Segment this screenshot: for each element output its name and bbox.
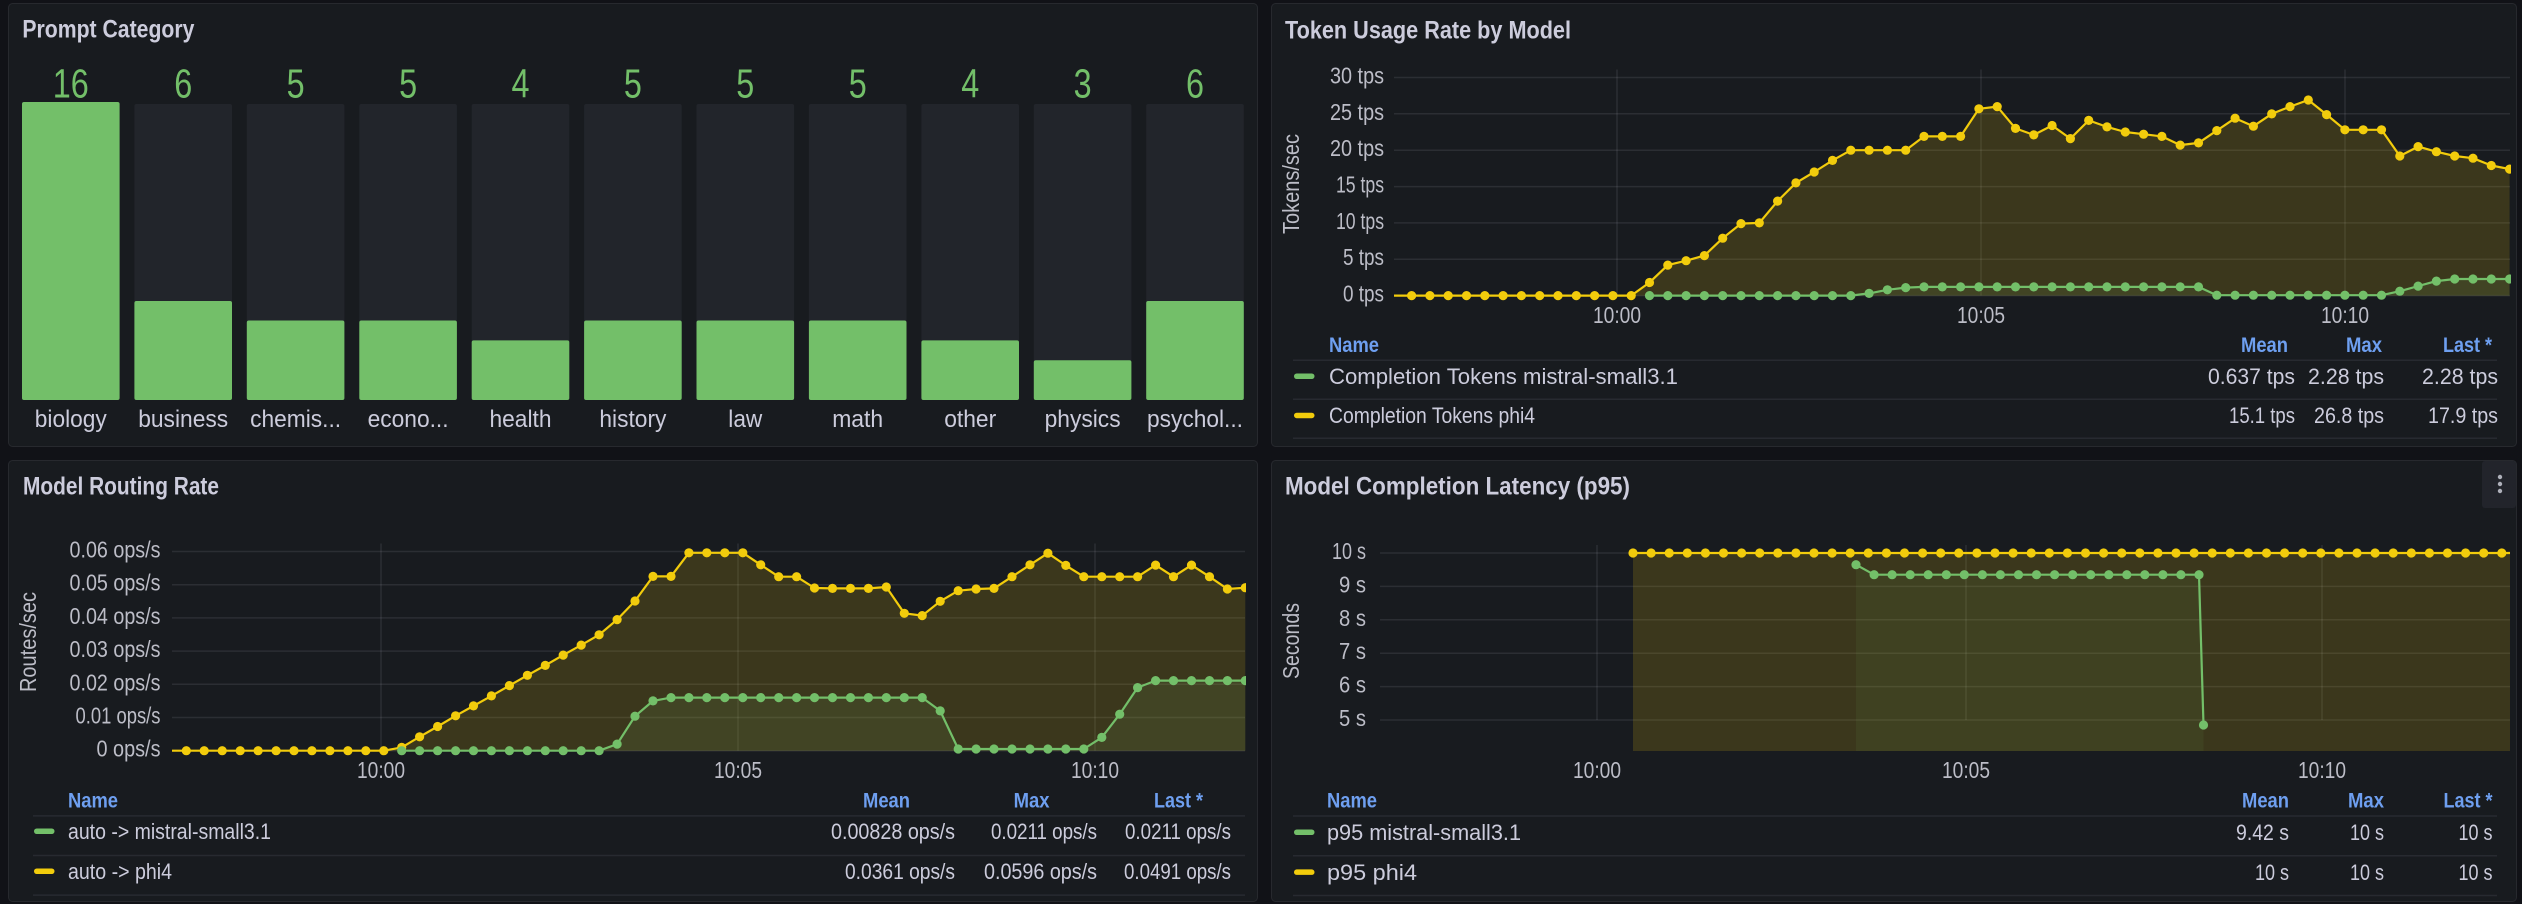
svg-text:Max: Max [2348,790,2384,813]
svg-text:Last *: Last * [1154,790,1204,813]
svg-text:5: 5 [624,61,642,107]
svg-text:10:05: 10:05 [1957,302,2005,328]
svg-text:Completion Tokens phi4: Completion Tokens phi4 [1329,403,1535,428]
svg-text:0.02 ops/s: 0.02 ops/s [70,669,161,695]
svg-text:health: health [490,406,552,433]
svg-text:10 s: 10 s [2459,820,2493,845]
svg-text:p95 mistral-small3.1: p95 mistral-small3.1 [1327,820,1521,845]
svg-text:Last *: Last * [2443,334,2493,357]
svg-text:Max: Max [2346,334,2382,357]
svg-text:business: business [138,406,228,433]
svg-text:16: 16 [53,61,89,107]
svg-text:Max: Max [1014,790,1050,813]
svg-text:0 ops/s: 0 ops/s [97,736,161,762]
svg-text:10:10: 10:10 [2298,757,2346,783]
svg-text:10:00: 10:00 [1573,757,1621,783]
svg-text:10 s: 10 s [2350,820,2384,845]
svg-text:Tokens/sec: Tokens/sec [1278,134,1304,234]
svg-text:2.28 tps: 2.28 tps [2422,364,2498,389]
svg-text:0.0596 ops/s: 0.0596 ops/s [984,859,1097,884]
svg-text:Last *: Last * [2444,790,2494,813]
svg-text:10:05: 10:05 [714,757,762,783]
svg-text:0.05 ops/s: 0.05 ops/s [70,570,161,596]
svg-text:math: math [832,406,883,433]
svg-text:5: 5 [849,61,867,107]
svg-text:10:00: 10:00 [1593,302,1641,328]
svg-text:5 s: 5 s [1339,705,1366,731]
svg-text:law: law [728,406,763,433]
svg-text:6: 6 [174,61,192,107]
svg-text:Prompt Category: Prompt Category [22,16,194,44]
svg-text:0.01 ops/s: 0.01 ops/s [76,703,161,729]
svg-text:other: other [944,406,996,433]
svg-text:0.06 ops/s: 0.06 ops/s [70,537,161,563]
svg-text:7 s: 7 s [1339,638,1366,664]
svg-text:0.0361 ops/s: 0.0361 ops/s [845,859,955,884]
svg-text:0.04 ops/s: 0.04 ops/s [70,603,161,629]
svg-text:9.42 s: 9.42 s [2236,820,2289,845]
svg-text:4: 4 [961,61,979,107]
svg-text:auto -> phi4: auto -> phi4 [68,859,172,884]
svg-text:0.03 ops/s: 0.03 ops/s [70,636,161,662]
svg-text:10 s: 10 s [2350,860,2384,885]
svg-text:10:05: 10:05 [1942,757,1990,783]
svg-text:4: 4 [512,61,530,107]
svg-text:5: 5 [736,61,754,107]
svg-text:Mean: Mean [2242,790,2289,813]
svg-text:Name: Name [1327,790,1377,813]
svg-text:Completion Tokens mistral-smal: Completion Tokens mistral-small3.1 [1329,364,1678,389]
svg-text:10:00: 10:00 [357,757,405,783]
svg-text:chemis...: chemis... [250,406,341,433]
svg-text:psychol...: psychol... [1147,406,1243,433]
svg-text:econo...: econo... [368,406,449,433]
svg-text:biology: biology [35,406,107,433]
svg-text:10:10: 10:10 [2321,302,2369,328]
svg-text:0.0211 ops/s: 0.0211 ops/s [991,819,1097,844]
svg-text:15 tps: 15 tps [1336,172,1384,198]
svg-text:0.637 tps: 0.637 tps [2208,364,2295,389]
svg-text:15.1 tps: 15.1 tps [2229,403,2295,428]
svg-text:Mean: Mean [2241,334,2288,357]
svg-text:0.0211 ops/s: 0.0211 ops/s [1125,819,1231,844]
svg-text:10 tps: 10 tps [1336,208,1384,234]
svg-text:history: history [599,406,666,433]
svg-text:3: 3 [1074,61,1092,107]
svg-text:Token Usage Rate by Model: Token Usage Rate by Model [1285,16,1571,44]
svg-text:10 s: 10 s [2255,860,2289,885]
svg-text:Name: Name [68,790,118,813]
svg-text:Name: Name [1329,334,1379,357]
svg-text:10 s: 10 s [1332,538,1366,564]
svg-text:Model Routing Rate: Model Routing Rate [23,473,219,501]
svg-text:0 tps: 0 tps [1343,281,1384,307]
svg-text:8 s: 8 s [1339,605,1366,631]
svg-text:5: 5 [287,61,305,107]
svg-text:5 tps: 5 tps [1343,244,1384,270]
svg-text:9 s: 9 s [1339,571,1366,597]
svg-text:Routes/sec: Routes/sec [15,592,41,692]
svg-text:20 tps: 20 tps [1330,135,1384,161]
svg-text:10 s: 10 s [2459,860,2493,885]
svg-text:Seconds: Seconds [1278,603,1304,679]
svg-text:Model Completion Latency (p95): Model Completion Latency (p95) [1285,473,1630,501]
svg-text:auto -> mistral-small3.1: auto -> mistral-small3.1 [68,819,271,844]
svg-text:2.28 tps: 2.28 tps [2308,364,2384,389]
svg-text:Mean: Mean [863,790,910,813]
svg-text:5: 5 [399,61,417,107]
svg-text:p95 phi4: p95 phi4 [1327,860,1417,885]
svg-text:6: 6 [1186,61,1204,107]
svg-text:0.0491 ops/s: 0.0491 ops/s [1124,859,1231,884]
svg-text:10:10: 10:10 [1071,757,1119,783]
svg-text:0.00828 ops/s: 0.00828 ops/s [831,819,955,844]
svg-text:17.9 tps: 17.9 tps [2428,403,2498,428]
svg-text:physics: physics [1045,406,1121,433]
svg-text:30 tps: 30 tps [1330,63,1384,89]
svg-text:6 s: 6 s [1339,672,1366,698]
svg-text:26.8 tps: 26.8 tps [2314,403,2384,428]
svg-text:25 tps: 25 tps [1330,99,1384,125]
